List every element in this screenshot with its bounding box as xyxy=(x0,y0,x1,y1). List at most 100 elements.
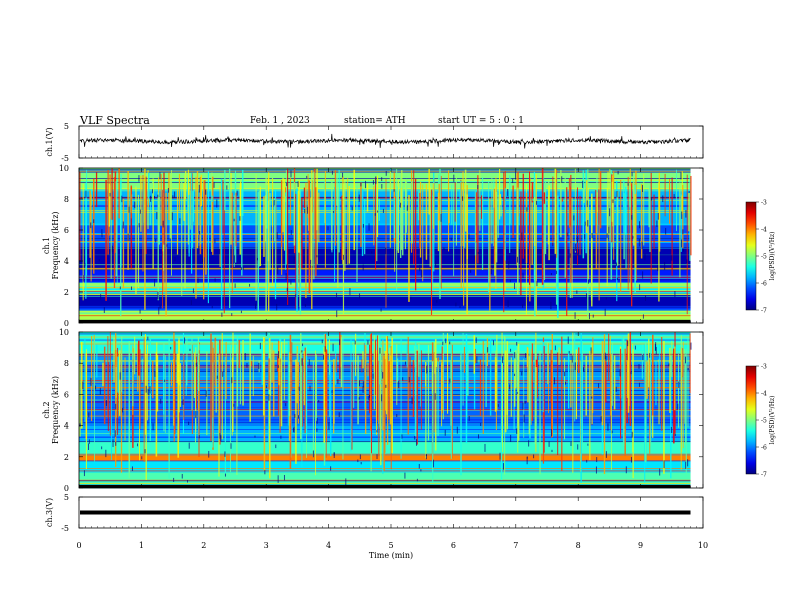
spectrogram-speckle xyxy=(188,421,190,426)
spectrogram-stripe xyxy=(79,278,691,279)
spectrogram-sferic xyxy=(567,351,570,409)
spectrogram-speckle xyxy=(298,415,300,419)
spectrogram-speckle xyxy=(358,194,360,202)
spectrogram-sferic xyxy=(360,182,362,247)
spectrogram-sferic xyxy=(548,185,550,261)
spectrogram-speckle xyxy=(522,272,524,279)
spectrogram-sferic xyxy=(348,185,351,264)
spectrogram-sferic xyxy=(557,352,559,456)
spectrogram-sferic xyxy=(624,348,626,457)
spectrogram-speckle xyxy=(510,348,512,352)
spectrogram-sferic xyxy=(378,360,380,457)
spectrogram-speckle xyxy=(526,456,528,459)
spectrogram-speckle xyxy=(372,180,374,185)
spectrogram-stripe xyxy=(79,170,691,172)
spectrogram-sferic xyxy=(541,168,544,285)
spectrogram-speckle xyxy=(138,175,140,182)
spectrogram-speckle xyxy=(131,466,133,471)
spectrogram-speckle xyxy=(393,189,395,192)
spectrogram-sferic xyxy=(438,183,440,221)
spectrogram-stripe xyxy=(79,264,691,266)
spectrogram-sferic xyxy=(607,171,609,235)
spectrogram-sferic xyxy=(269,338,271,479)
spectrogram-speckle xyxy=(115,403,117,410)
spectrogram-sferic xyxy=(241,188,243,276)
x-tick-label: 0 xyxy=(76,541,81,550)
y-tick-label: 2 xyxy=(64,453,69,462)
spectrogram-speckle xyxy=(552,243,554,247)
spectrogram-speckle xyxy=(265,385,267,389)
spectrogram-sferic xyxy=(669,178,671,224)
spectrogram-sferic xyxy=(109,174,111,219)
spectrogram-speckle xyxy=(85,190,87,199)
spectrogram-speckle xyxy=(268,393,270,401)
spectrogram-sferic xyxy=(531,343,533,421)
spectrogram-sferic xyxy=(652,334,654,416)
spectrogram-sferic xyxy=(94,339,95,462)
spectrogram-sferic xyxy=(430,189,433,315)
spectrogram-speckle xyxy=(156,212,158,220)
spectrogram-sferic xyxy=(318,192,320,243)
spectrogram-speckle xyxy=(607,423,609,431)
spectrogram-speckle xyxy=(221,312,223,317)
spectrogram-speckle xyxy=(174,256,176,262)
spectrogram-sferic xyxy=(255,174,257,301)
spectrogram-sferic xyxy=(450,344,452,459)
spectrogram-sferic xyxy=(187,177,189,212)
spectrogram-sferic xyxy=(610,354,612,470)
spectrogram-stripe xyxy=(79,233,691,234)
spectrogram-1 xyxy=(79,168,692,323)
spectrogram-speckle xyxy=(571,355,573,363)
spectrogram-speckle xyxy=(114,430,116,437)
spectrogram-speckle xyxy=(84,262,86,267)
spectrogram-sferic xyxy=(156,342,158,366)
spectrogram-sferic xyxy=(418,343,420,377)
spectrogram-sferic xyxy=(199,183,201,249)
spectrogram-speckle xyxy=(174,191,176,198)
spectrogram-sferic xyxy=(240,181,242,241)
spectrogram-sferic xyxy=(687,337,689,428)
spectrogram-sferic xyxy=(299,189,302,315)
colorbar-tick-label: -4 xyxy=(761,227,767,234)
spectrogram-sferic xyxy=(211,195,213,202)
spectrogram-sferic xyxy=(354,333,357,376)
spectrogram-speckle xyxy=(112,439,114,448)
spectrogram-speckle xyxy=(525,353,527,358)
spectrogram-sferic xyxy=(80,341,83,429)
spectrogram-speckle xyxy=(306,206,308,214)
spectrogram-sferic xyxy=(147,344,149,421)
spectrogram-speckle xyxy=(654,344,656,351)
spectrogram-sferic xyxy=(124,357,126,441)
spectrogram-sferic xyxy=(351,361,353,450)
spectrogram-sferic xyxy=(337,187,339,288)
spectrogram-sferic xyxy=(616,191,619,266)
spectrogram-speckle xyxy=(574,362,576,371)
spectrogram-sferic xyxy=(162,189,164,309)
spectrogram-ylabel-channel-2: ch.2 xyxy=(42,401,51,418)
spectrogram-speckle xyxy=(327,226,329,231)
spectrogram-sferic xyxy=(293,182,296,246)
spectrogram-speckle xyxy=(398,381,400,388)
spectrogram-sferic xyxy=(448,197,450,224)
spectrogram-sferic xyxy=(143,337,145,462)
waveform-ylabel-3: ch.3(V) xyxy=(45,498,54,527)
spectrogram-sferic xyxy=(212,176,214,255)
spectrogram-sferic xyxy=(466,194,468,315)
spectrogram-sferic xyxy=(219,339,221,445)
spectrogram-sferic xyxy=(397,180,400,253)
spectrogram-speckle xyxy=(434,393,436,400)
spectrogram-sferic xyxy=(198,350,200,457)
spectrogram-speckle xyxy=(276,232,278,239)
spectrogram-sferic xyxy=(195,176,197,299)
spectrogram-speckle xyxy=(147,388,149,395)
spectrogram-sferic xyxy=(598,189,600,226)
spectrogram-sferic xyxy=(440,175,442,289)
spectrogram-speckle xyxy=(638,238,640,247)
spectrogram-sferic xyxy=(671,177,673,276)
spectrogram-stripe xyxy=(79,189,691,191)
spectrogram-sferic xyxy=(269,349,272,396)
spectrogram-speckle xyxy=(642,354,644,361)
spectrogram-sferic xyxy=(147,198,149,207)
spectrogram-sferic xyxy=(283,338,285,401)
x-tick-label: 3 xyxy=(264,541,269,550)
